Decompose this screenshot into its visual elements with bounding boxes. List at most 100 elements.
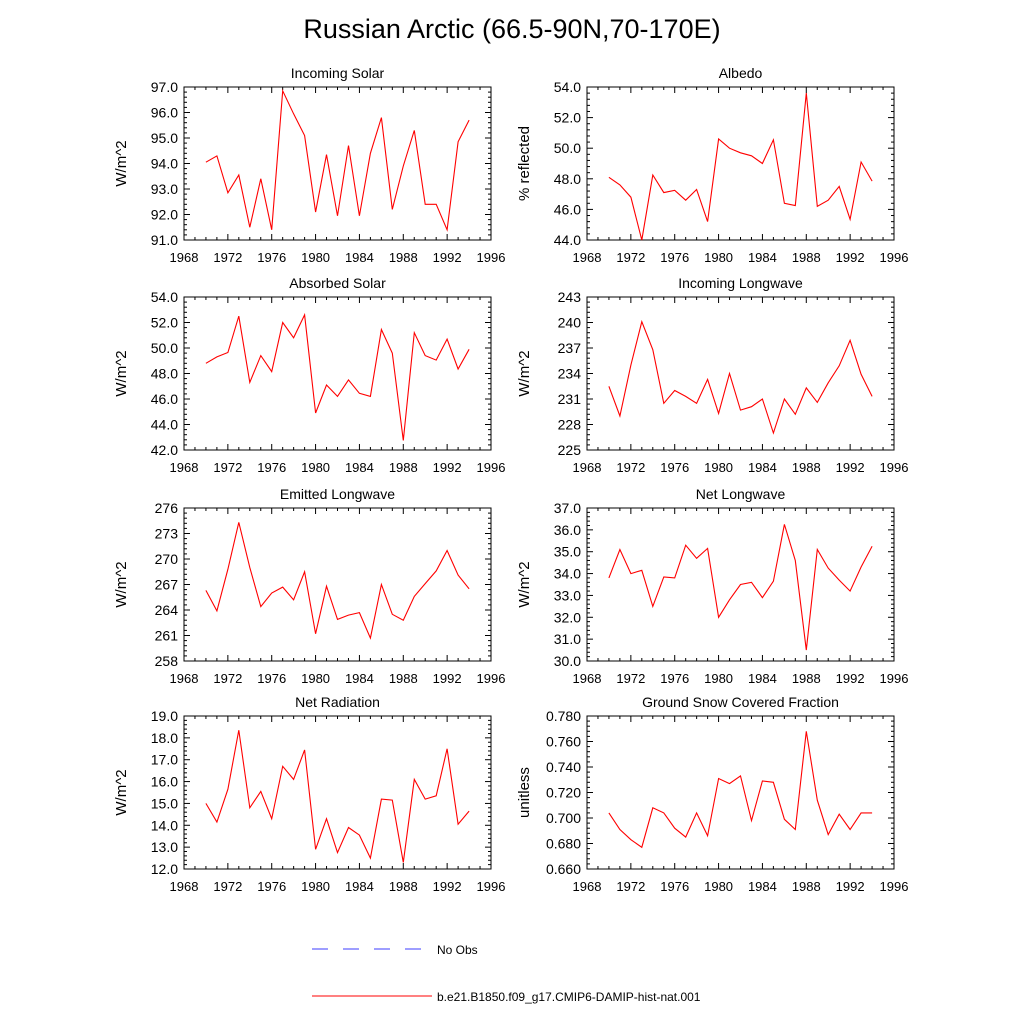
legend: No Obs b.e21.B1850.f09_g17.CMIP6-DAMIP-hi… — [312, 943, 701, 1004]
y-tick-label: 15.0 — [151, 795, 178, 811]
y-tick-label: 18.0 — [151, 730, 178, 746]
y-axis-label: % reflected — [516, 126, 533, 201]
x-tick-label: 1992 — [836, 879, 865, 894]
y-tick-label: 225 — [558, 442, 582, 458]
x-tick-label: 1984 — [748, 879, 777, 894]
y-tick-label: 93.0 — [151, 181, 178, 197]
series-line — [205, 522, 470, 640]
x-tick-label: 1980 — [301, 879, 330, 894]
x-tick-label: 1980 — [301, 460, 330, 475]
series-line — [205, 730, 470, 863]
y-tick-label: 30.0 — [554, 653, 581, 669]
x-tick-label: 1968 — [573, 460, 602, 475]
y-tick-label: 0.700 — [546, 810, 581, 826]
y-tick-label: 50.0 — [554, 140, 581, 156]
chart-panel-8: 1968 1972 1976 1980 1984 1988 1992 1996 0.660 0.6… — [516, 694, 908, 894]
y-tick-label: 48.0 — [554, 171, 581, 187]
y-tick-label: 31.0 — [554, 631, 581, 647]
x-tick-label: 1968 — [573, 879, 602, 894]
panel-title: Incoming Longwave — [678, 275, 803, 291]
y-tick-label: 34.0 — [554, 566, 581, 582]
series-line — [608, 319, 873, 435]
plot-frame — [183, 715, 492, 870]
y-tick-label: 91.0 — [151, 232, 178, 248]
y-tick-label: 96.0 — [151, 105, 178, 121]
y-tick-label: 19.0 — [151, 708, 178, 724]
y-tick-label: 276 — [155, 500, 179, 516]
chart-panel-1: 1968 1972 1976 1980 1984 1988 1992 1996 91.0 92.0… — [113, 65, 505, 265]
y-tick-label: 261 — [155, 628, 179, 644]
y-tick-label: 228 — [558, 417, 582, 433]
x-tick-label: 1988 — [792, 879, 821, 894]
x-tick-label: 1992 — [836, 460, 865, 475]
y-axis-label: W/m^2 — [113, 769, 130, 815]
y-tick-label: 237 — [558, 340, 582, 356]
x-tick-label: 1976 — [257, 250, 286, 265]
x-tick-label: 1988 — [792, 671, 821, 686]
x-tick-label: 1988 — [389, 250, 418, 265]
plot-frame — [586, 715, 895, 870]
y-tick-label: 95.0 — [151, 130, 178, 146]
y-tick-label: 0.760 — [546, 734, 581, 750]
y-tick-label: 0.720 — [546, 785, 581, 801]
series-line — [205, 88, 470, 232]
plot-frame — [183, 86, 492, 241]
y-tick-label: 35.0 — [554, 544, 581, 560]
y-tick-label: 32.0 — [554, 609, 581, 625]
x-tick-label: 1984 — [345, 879, 374, 894]
x-tick-label: 1988 — [792, 250, 821, 265]
series-line — [608, 93, 873, 241]
x-tick-label: 1968 — [170, 250, 199, 265]
x-tick-label: 1980 — [301, 671, 330, 686]
x-tick-label: 1980 — [704, 879, 733, 894]
chart-panel-6: 1968 1972 1976 1980 1984 1988 1992 1996 30.0 31.0… — [516, 486, 908, 686]
x-tick-label: 1988 — [389, 879, 418, 894]
x-tick-label: 1976 — [660, 879, 689, 894]
x-tick-label: 1984 — [748, 460, 777, 475]
x-tick-label: 1996 — [880, 250, 909, 265]
x-tick-label: 1972 — [616, 879, 645, 894]
y-tick-label: 0.780 — [546, 708, 581, 724]
y-tick-label: 46.0 — [151, 391, 178, 407]
x-tick-label: 1992 — [836, 250, 865, 265]
x-tick-label: 1988 — [389, 671, 418, 686]
x-tick-label: 1972 — [616, 671, 645, 686]
x-tick-label: 1992 — [836, 671, 865, 686]
chart-panel-2: 1968 1972 1976 1980 1984 1988 1992 1996 44.0 46.0… — [516, 65, 908, 265]
y-axis-label: W/m^2 — [516, 561, 533, 607]
x-tick-label: 1992 — [433, 250, 462, 265]
y-tick-label: 0.740 — [546, 759, 581, 775]
x-tick-label: 1984 — [748, 250, 777, 265]
x-tick-label: 1972 — [213, 460, 242, 475]
y-tick-label: 44.0 — [151, 417, 178, 433]
x-tick-label: 1976 — [257, 460, 286, 475]
panel-title: Ground Snow Covered Fraction — [642, 694, 839, 710]
y-tick-label: 37.0 — [554, 500, 581, 516]
panel-title: Incoming Solar — [291, 65, 385, 81]
y-tick-label: 44.0 — [554, 232, 581, 248]
y-tick-label: 0.660 — [546, 861, 581, 877]
y-tick-label: 54.0 — [151, 289, 178, 305]
x-tick-label: 1992 — [433, 671, 462, 686]
y-tick-label: 231 — [558, 391, 582, 407]
x-tick-label: 1968 — [573, 250, 602, 265]
x-tick-label: 1984 — [345, 671, 374, 686]
chart-panel-3: 1968 1972 1976 1980 1984 1988 1992 1996 42.0 44.0… — [113, 275, 505, 475]
y-tick-label: 240 — [558, 315, 582, 331]
y-tick-label: 17.0 — [151, 752, 178, 768]
y-tick-label: 52.0 — [554, 110, 581, 126]
y-tick-label: 267 — [155, 577, 179, 593]
panel-title: Emitted Longwave — [280, 486, 395, 502]
x-tick-label: 1992 — [433, 879, 462, 894]
panel-title: Net Radiation — [295, 694, 380, 710]
series-line — [608, 524, 873, 651]
y-tick-label: 12.0 — [151, 861, 178, 877]
figure-title: Russian Arctic (66.5-90N,70-170E) — [303, 14, 721, 44]
x-tick-label: 1968 — [170, 460, 199, 475]
plot-frame — [183, 296, 492, 451]
panel-title: Albedo — [719, 65, 763, 81]
y-tick-label: 234 — [558, 366, 582, 382]
x-tick-label: 1972 — [616, 250, 645, 265]
y-tick-label: 14.0 — [151, 817, 178, 833]
